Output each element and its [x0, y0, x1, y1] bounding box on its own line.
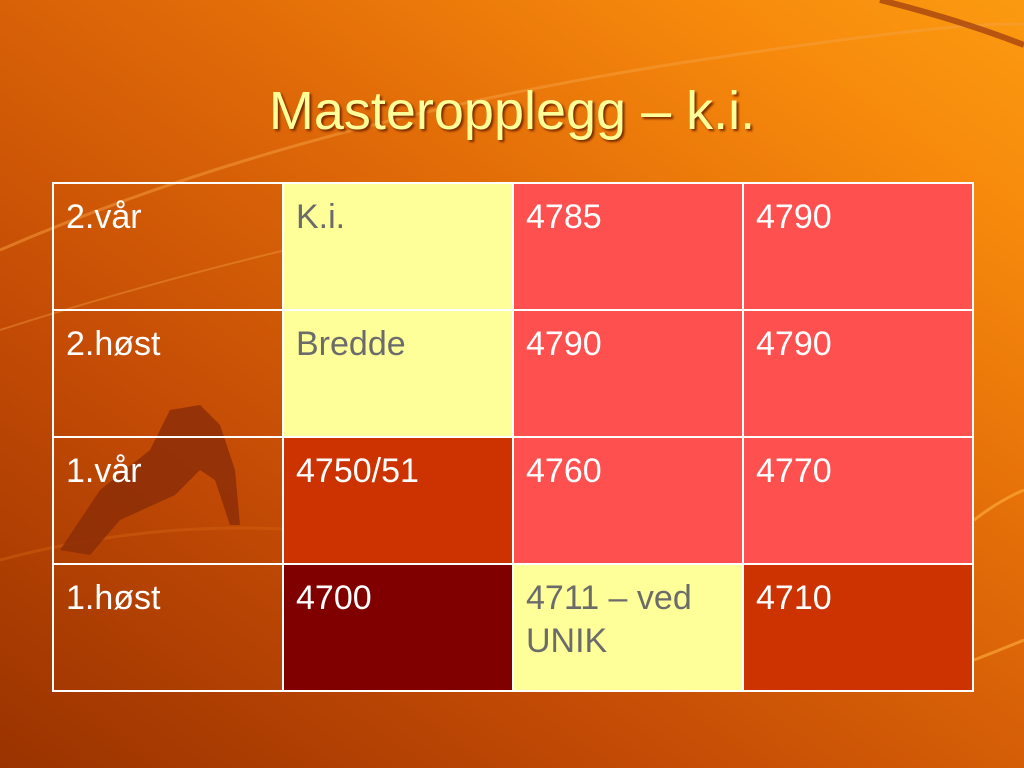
table-cell: 4750/51: [282, 436, 514, 565]
curve: [879, 0, 1024, 48]
curve: [973, 638, 1024, 662]
table-cell: 4770: [742, 436, 974, 565]
table-cell: 1.høst: [52, 563, 284, 692]
table-row: 2.høst Bredde 4790 4790: [52, 309, 974, 438]
table-cell: Bredde: [282, 309, 514, 438]
table-cell: 4700: [282, 563, 514, 692]
table-cell: K.i.: [282, 182, 514, 311]
table-cell: 2.høst: [52, 309, 284, 438]
table-row: 1.høst 4700 4711 – ved UNIK 4710: [52, 563, 974, 692]
slide-title: Masteropplegg – k.i.: [268, 81, 756, 141]
table-row: 1.vår 4750/51 4760 4770: [52, 436, 974, 565]
curve: [973, 488, 1024, 522]
table-cell: 4790: [742, 309, 974, 438]
course-table: 2.vår K.i. 4785 4790 2.høst Bredde 4790 …: [52, 182, 974, 692]
table-row: 2.vår K.i. 4785 4790: [52, 182, 974, 311]
table-cell: 4711 – ved UNIK: [512, 563, 744, 692]
table-cell: 4790: [512, 309, 744, 438]
table-cell: 4760: [512, 436, 744, 565]
table-cell: 4790: [742, 182, 974, 311]
table-cell: 2.vår: [52, 182, 284, 311]
table-cell: 1.vår: [52, 436, 284, 565]
table-cell: 4710: [742, 563, 974, 692]
table-cell: 4785: [512, 182, 744, 311]
